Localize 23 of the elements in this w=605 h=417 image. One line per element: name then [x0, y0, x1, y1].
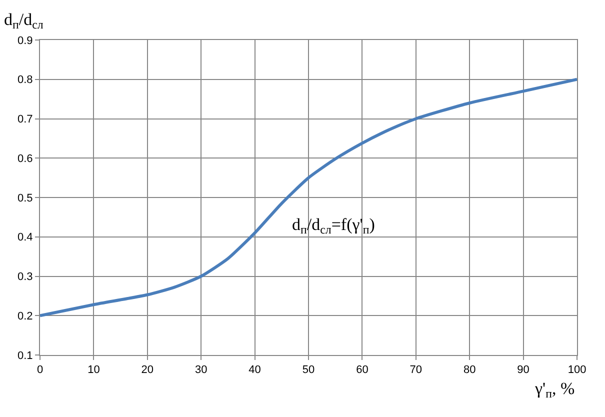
x-tick-label: 50 — [302, 364, 315, 376]
y-tick-label: 0.6 — [18, 152, 33, 165]
annotation: d$_{п}$/d$_{сл}$=f(γ'$_{п}$) — [292, 215, 375, 237]
x-tick-label: 100 — [568, 364, 586, 376]
x-tick-label: 60 — [356, 364, 368, 376]
x-tick-label: 30 — [194, 364, 208, 376]
x-tick-label: 90 — [517, 364, 530, 376]
x-tick-label: 20 — [141, 364, 154, 376]
y-tick-label: 0.4 — [18, 232, 33, 244]
y-axis-title: d$_{п}$/d$_{сл}$ — [4, 10, 44, 32]
x-axis-title: γ'$_{п}$, % — [534, 379, 575, 401]
y-tick-label: 0.5 — [18, 192, 33, 204]
x-tick-label: 0 — [36, 364, 44, 376]
y-tick-label: 0.2 — [18, 310, 33, 322]
y-tick-label: 0.8 — [18, 74, 33, 86]
y-tick-label: 0.7 — [18, 114, 33, 126]
x-tick-label: 70 — [410, 364, 422, 376]
x-tick-label: 10 — [88, 364, 100, 376]
x-tick-label: 80 — [463, 364, 476, 376]
x-tick-label: 40 — [248, 364, 261, 376]
y-tick-label: 0.3 — [18, 271, 33, 284]
y-tick-label: 0.9 — [18, 34, 33, 47]
y-tick-label: 0.1 — [18, 350, 33, 362]
